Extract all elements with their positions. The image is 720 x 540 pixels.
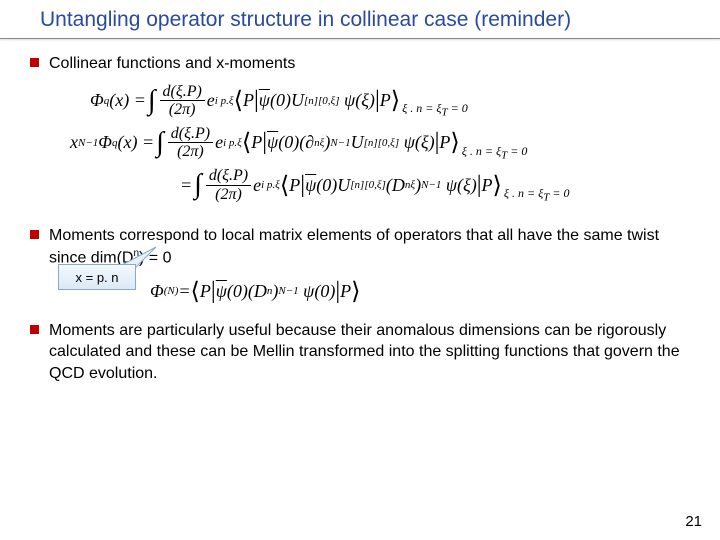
slide-title: Untangling operator structure in colline… (40, 8, 720, 32)
equation-2: xN−1 Φq(x) = ∫ d(ξ.P)(2π) ei p.ξ ⟨P| ψ(0… (70, 125, 690, 161)
bullet-3-text: Moments are particularly useful because … (49, 320, 690, 385)
equation-3: = ∫ d(ξ.P)(2π) ei p.ξ ⟨P| ψ(0) U[n][0,ξ]… (180, 167, 690, 203)
bullet-3: Moments are particularly useful because … (30, 320, 690, 385)
equation-1: Φq(x) = ∫ d(ξ.P)(2π) ei p.ξ ⟨P| ψ(0) U[n… (90, 83, 690, 119)
bullet-1: Collinear functions and x-moments (30, 53, 690, 75)
title-bar: Untangling operator structure in colline… (0, 0, 720, 39)
callout-box: x = p. n (58, 264, 136, 290)
bullet-marker-icon (30, 325, 39, 334)
content-area: Collinear functions and x-moments Φq(x) … (0, 39, 720, 384)
equation-4: Φ(N) = ⟨P| ψ(0) (Dn)N−1 ψ(0) |P⟩ (150, 277, 690, 306)
bullet-marker-icon (30, 230, 39, 239)
callout-text: x = p. n (76, 270, 119, 285)
page-number: 21 (685, 513, 702, 530)
bullet-1-text: Collinear functions and x-moments (49, 53, 295, 75)
bullet-marker-icon (30, 58, 39, 67)
